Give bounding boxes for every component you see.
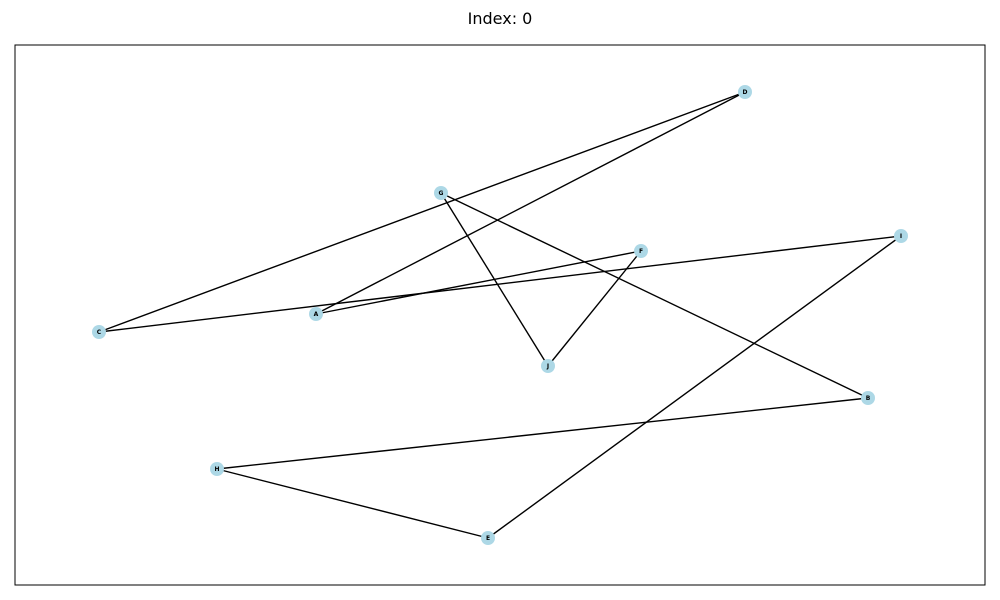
node-label: B <box>866 395 871 402</box>
node-label: G <box>439 190 444 197</box>
node-b: B <box>861 391 875 405</box>
node-circle <box>861 391 875 405</box>
edge-e-i <box>487 235 902 539</box>
edge-g-j <box>440 192 549 367</box>
edge-a-f <box>315 250 642 315</box>
node-a: A <box>309 307 323 321</box>
node-label: E <box>486 535 490 542</box>
node-f: F <box>634 244 648 258</box>
nodes-layer: A B C D E F G H I J <box>92 85 908 545</box>
node-label: C <box>97 329 102 336</box>
node-label: A <box>314 311 319 318</box>
node-circle <box>434 186 448 200</box>
figure-title: Index: 0 <box>468 9 533 28</box>
node-label: D <box>743 89 748 96</box>
edge-a-d <box>315 91 746 315</box>
node-circle <box>210 462 224 476</box>
node-label: F <box>639 248 643 255</box>
node-h: H <box>210 462 224 476</box>
node-g: G <box>434 186 448 200</box>
edge-b-h <box>216 397 869 470</box>
node-circle <box>634 244 648 258</box>
node-circle <box>541 359 555 373</box>
node-circle <box>481 531 495 545</box>
node-circle <box>738 85 752 99</box>
node-label: H <box>214 466 219 473</box>
node-circle <box>894 229 908 243</box>
edge-g-b <box>440 192 869 399</box>
node-j: J <box>541 359 555 373</box>
node-circle <box>309 307 323 321</box>
node-c: C <box>92 325 106 339</box>
node-e: E <box>481 531 495 545</box>
edge-c-d <box>98 91 746 333</box>
node-label: J <box>546 363 549 370</box>
edges-layer <box>98 91 902 539</box>
node-label: I <box>900 233 902 240</box>
node-d: D <box>738 85 752 99</box>
edge-f-j <box>547 250 642 367</box>
node-circle <box>92 325 106 339</box>
plot-frame <box>14 44 986 586</box>
node-i: I <box>894 229 908 243</box>
edge-c-i <box>98 235 902 333</box>
edge-h-e <box>216 468 489 539</box>
